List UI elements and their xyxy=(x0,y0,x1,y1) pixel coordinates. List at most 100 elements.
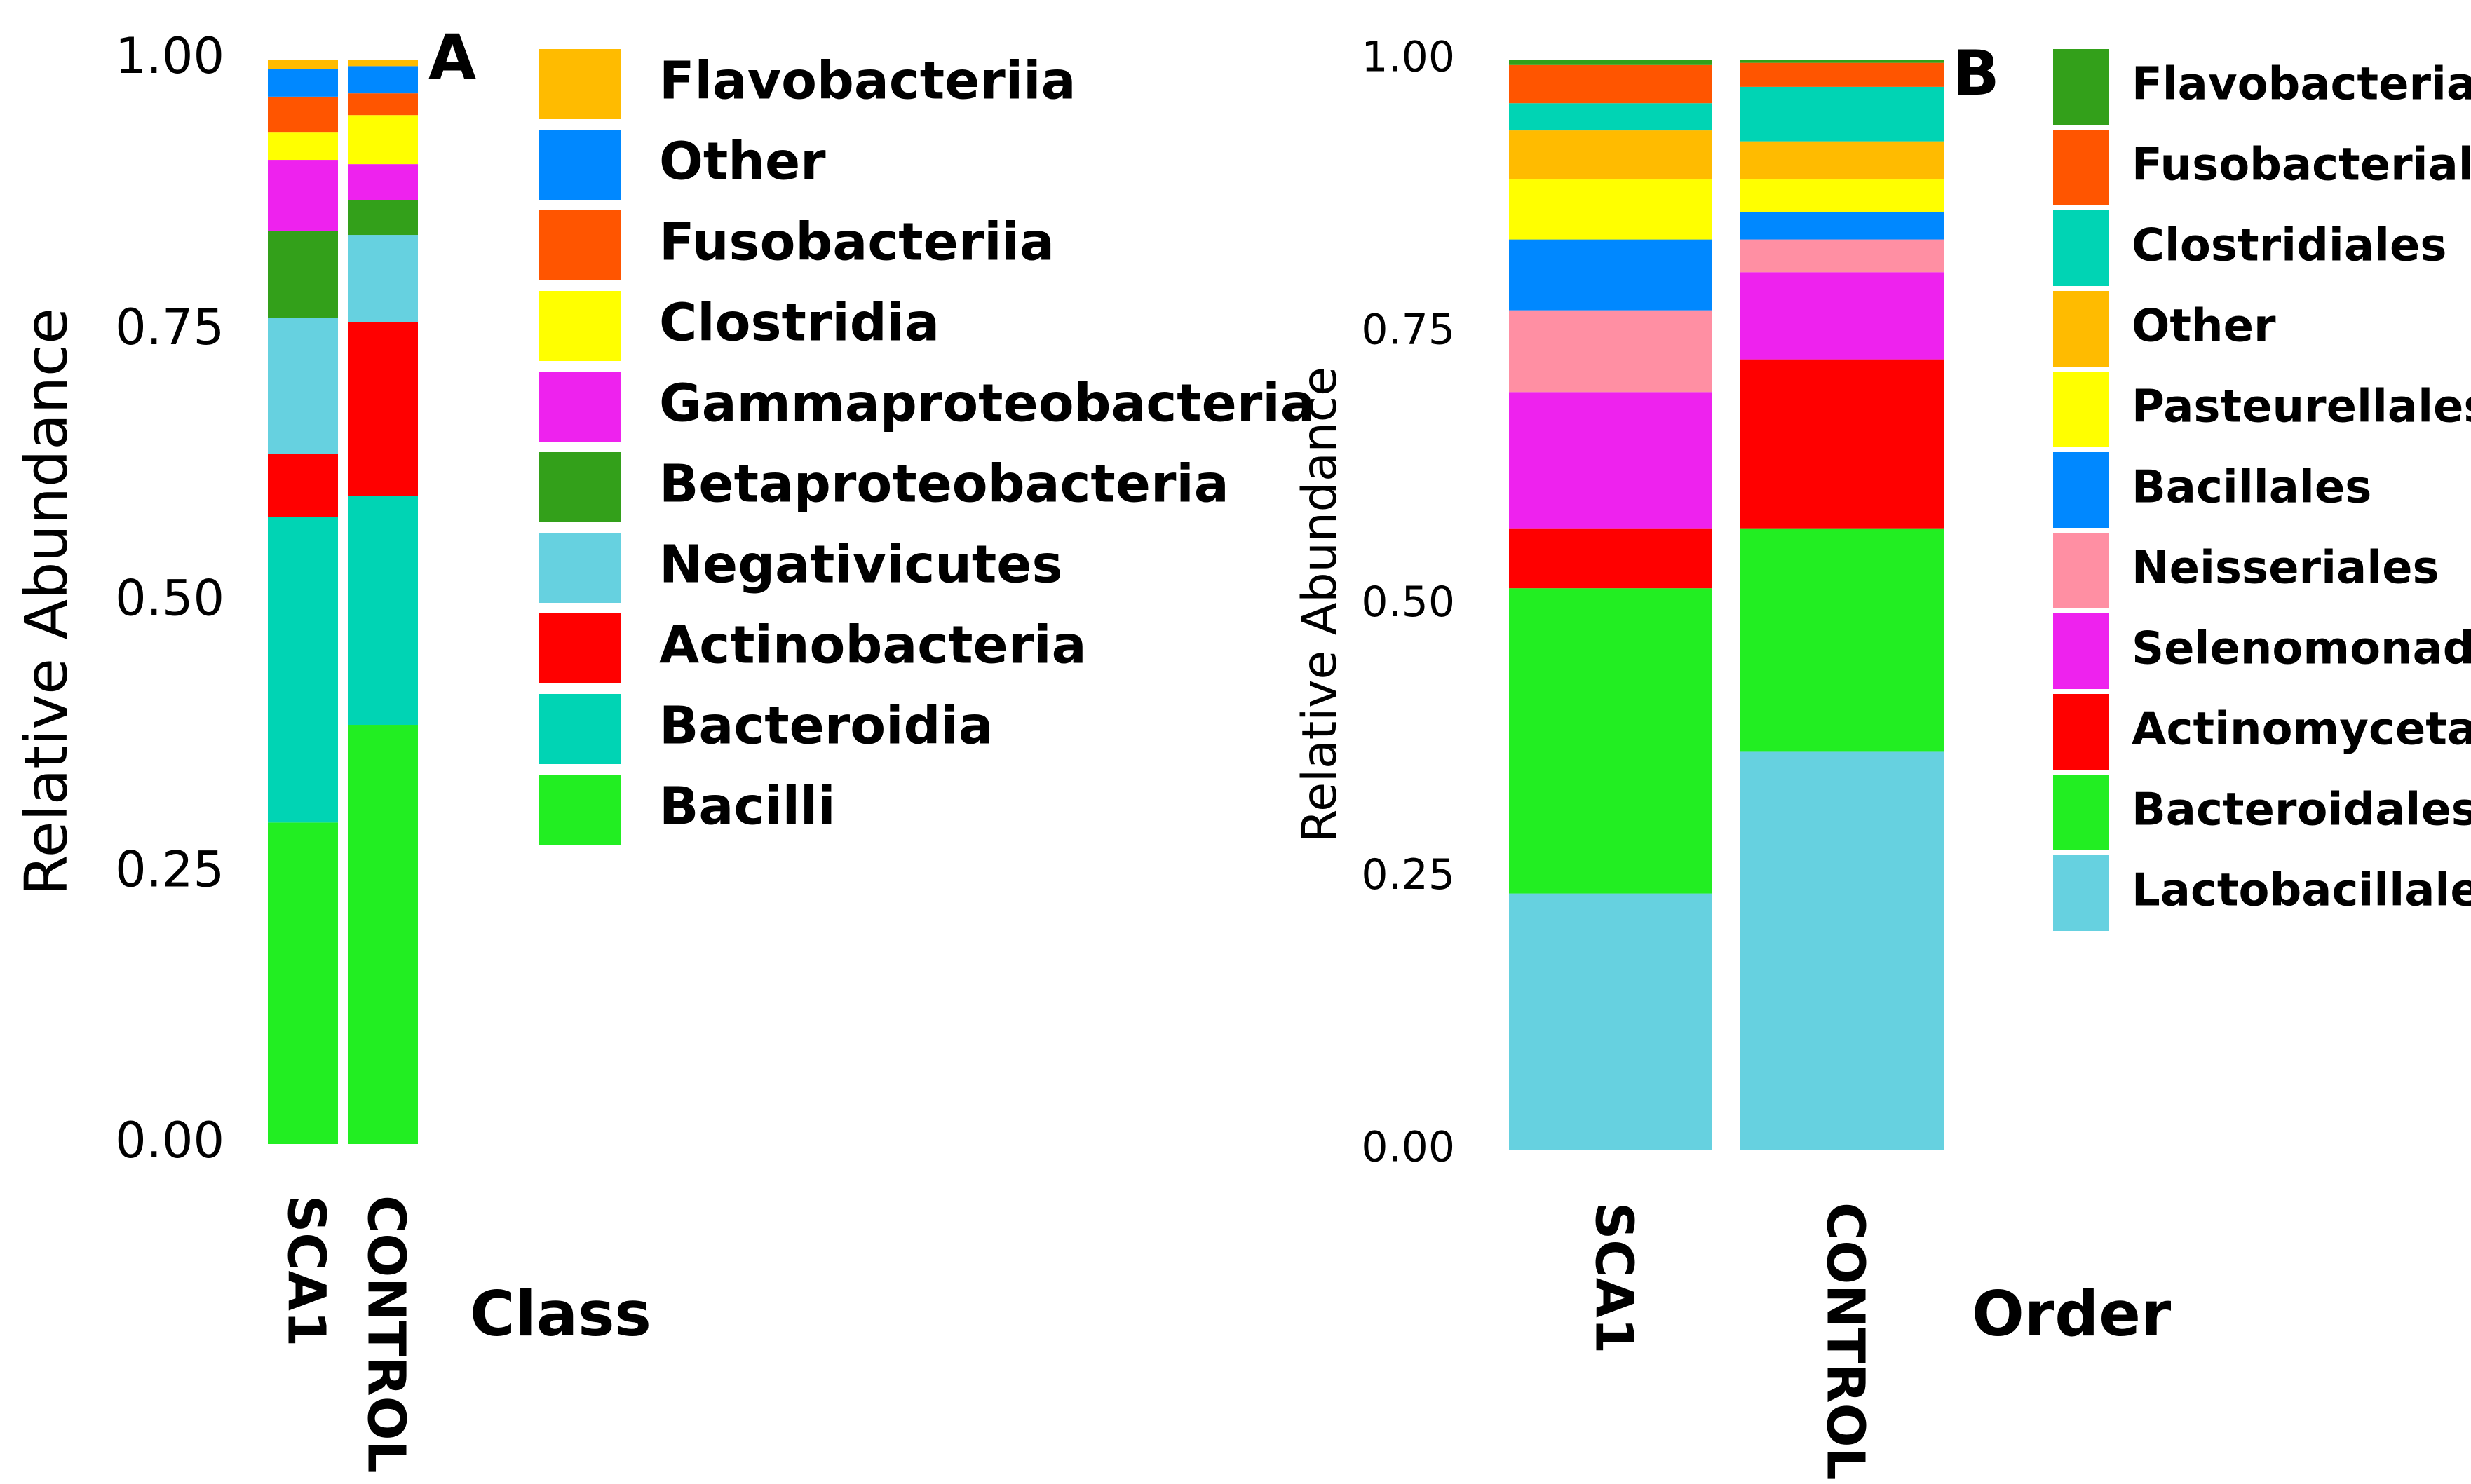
panel-a-bar-control-flavobacteriia xyxy=(348,60,418,67)
panel-a-bar-control-clostridia xyxy=(348,115,418,165)
panel-a-bar-control-actinobacteria xyxy=(348,322,418,496)
panel-a-y-axis-label: Relative Abundance xyxy=(12,308,81,896)
panel-b-legend-swatch-bacillales xyxy=(2053,452,2109,528)
panel-b-legend-label-fusobacteriales: Fusobacteriales xyxy=(2132,139,2471,191)
panel-a-bar-control-bacteroidia xyxy=(348,496,418,726)
panel-a-bar-sca1-actinobacteria xyxy=(268,454,338,518)
panel-b-bar-sca1-bacteroidales xyxy=(1509,588,1712,894)
panel-b-ytick-label: 0.50 xyxy=(1361,578,1455,627)
panel-b-legend-title: Order xyxy=(1972,1278,2172,1350)
panel-a-bar-sca1-flavobacteriia xyxy=(268,60,338,69)
panel-b-bar-control-actinomycetales xyxy=(1740,359,1944,529)
panel-b-bar-sca1-bacillales xyxy=(1509,239,1712,311)
panel-a-bar-control-bacilli xyxy=(348,725,418,1144)
panel-b-bar-control-other xyxy=(1740,141,1944,180)
panel-a-legend-label-clostridia: Clostridia xyxy=(659,293,940,353)
panel-b-legend-swatch-fusobacteriales xyxy=(2053,130,2109,205)
panel-b-legend-swatch-flavobacteriales xyxy=(2053,49,2109,125)
panel-b-bar-control-neisseriales xyxy=(1740,239,1944,273)
panel-a-legend-label-gammaproteobacteria: Gammaproteobacteria xyxy=(659,374,1315,434)
panel-b-bar-control-flavobacteriales xyxy=(1740,60,1944,63)
panel-a-bar-control-gammaproteobacteria xyxy=(348,164,418,200)
panel-b-legend-swatch-clostridiales xyxy=(2053,210,2109,286)
panel-a-bar-sca1-gammaproteobacteria xyxy=(268,160,338,231)
panel-b-bar-sca1-clostridiales xyxy=(1509,103,1712,131)
panel-b-ytick-label: 0.75 xyxy=(1361,305,1455,354)
panel-a-legend-label-negativicutes: Negativicutes xyxy=(659,535,1063,595)
panel-a-legend-swatch-bacteroidia xyxy=(539,694,621,764)
panel-a-bar-sca1-bacteroidia xyxy=(268,517,338,823)
panel-b-legend-swatch-other xyxy=(2053,291,2109,367)
panel-a-legend-label-bacilli: Bacilli xyxy=(659,777,836,837)
panel-a-bar-sca1-clostridia xyxy=(268,132,338,161)
panel-a-legend-label-betaproteobacteria: Betaproteobacteria xyxy=(659,454,1229,515)
panel-b-category-label-sca1: SCA1 xyxy=(1583,1202,1644,1354)
panel-b-y-axis-label: Relative Abundance xyxy=(1292,367,1348,843)
panel-b-legend-label-bacteroidales: Bacteroidales xyxy=(2132,784,2471,836)
panel-b-legend-label-flavobacteriales: Flavobacteriales xyxy=(2132,59,2471,111)
panel-b-legend-swatch-lactobacillales xyxy=(2053,855,2109,931)
panel-a-legend-swatch-flavobacteriia xyxy=(539,49,621,119)
panel-b-ytick-label: 0.25 xyxy=(1361,850,1455,899)
panel-a-legend-label-bacteroidia: Bacteroidia xyxy=(659,696,994,756)
panel-a-bar-sca1-bacilli xyxy=(268,822,338,1144)
panel-b-legend-swatch-pasteurellales xyxy=(2053,372,2109,447)
panel-a-category-label-sca1: SCA1 xyxy=(276,1195,336,1347)
panel-b-legend-label-bacillales: Bacillales xyxy=(2132,462,2371,514)
panel-b-legend-label-other: Other xyxy=(2132,301,2276,353)
panel-a-bar-sca1-fusobacteriia xyxy=(268,96,338,133)
panel-a-bar-sca1-betaproteobacteria xyxy=(268,231,338,318)
panel-b-bar-sca1-lactobacillales xyxy=(1509,893,1712,1150)
panel-b-bar-sca1-flavobacteriales xyxy=(1509,60,1712,65)
panel-b-ytick-label: 1.00 xyxy=(1361,33,1455,82)
panel-a-bar-control-other xyxy=(348,66,418,94)
panel-b-bar-control-bacteroidales xyxy=(1740,528,1944,752)
panel-a-bar-control-negativicutes xyxy=(348,235,418,322)
panel-b-order-chart: 0.00 0.25 0.50 0.75 1.00 Relative Abundance SC… xyxy=(1292,33,2471,1480)
panel-b-bar-sca1-other xyxy=(1509,130,1712,180)
panel-a-legend-title: Class xyxy=(470,1278,651,1350)
panel-b-legend-label-neisseriales: Neisseriales xyxy=(2132,543,2439,594)
panel-a-legend-label-actinobacteria: Actinobacteria xyxy=(659,615,1087,676)
panel-a-class-chart: 0.00 0.25 0.50 0.75 1.00 Relative Abundance SC… xyxy=(12,21,1315,1473)
panel-b-bar-sca1-actinomycetales xyxy=(1509,528,1712,589)
panel-a-legend-swatch-fusobacteriia xyxy=(539,210,621,280)
panel-b-bar-sca1-neisseriales xyxy=(1509,310,1712,393)
panel-b-legend-label-selenomonadales: Selenomonadales xyxy=(2132,623,2471,675)
panel-a-legend-swatch-gammaproteobacteria xyxy=(539,372,621,442)
panel-b-bar-sca1-fusobacteriales xyxy=(1509,64,1712,104)
panel-b-legend-label-actinomycetales: Actinomycetales xyxy=(2132,704,2471,756)
panel-a-ytick-label: 1.00 xyxy=(115,27,224,85)
panel-b-bar-control-bacillales xyxy=(1740,212,1944,240)
panel-a-legend-label-flavobacteriia: Flavobacteriia xyxy=(659,51,1076,111)
panel-b-bar-control-selenomonadales xyxy=(1740,272,1944,360)
panel-a-bar-control-fusobacteriia xyxy=(348,93,418,116)
panel-a-legend-swatch-negativicutes xyxy=(539,533,621,603)
panel-b-bar-sca1-selenomonadales xyxy=(1509,392,1712,529)
panel-b-legend-swatch-actinomycetales xyxy=(2053,694,2109,770)
panel-a-legend-swatch-actinobacteria xyxy=(539,613,621,683)
panel-b-bar-control-lactobacillales xyxy=(1740,751,1944,1150)
panel-b-bar-sca1-pasteurellales xyxy=(1509,179,1712,240)
panel-b-legend-swatch-neisseriales xyxy=(2053,533,2109,608)
panel-a-bar-sca1-negativicutes xyxy=(268,318,338,454)
panel-b-bar-control-clostridiales xyxy=(1740,86,1944,142)
panel-a-legend-swatch-betaproteobacteria xyxy=(539,452,621,522)
panel-a-ytick-label: 0.75 xyxy=(115,299,224,356)
panel-b-category-label-control: CONTROL xyxy=(1815,1202,1875,1480)
panel-a-letter: A xyxy=(428,21,476,93)
panel-b-legend-label-pasteurellales: Pasteurellales xyxy=(2132,381,2471,433)
panel-a-legend-label-fusobacteriia: Fusobacteriia xyxy=(659,212,1055,273)
panel-a-ytick-label: 0.25 xyxy=(115,840,224,898)
panel-b-legend-label-lactobacillales: Lactobacillales xyxy=(2132,865,2471,917)
panel-a-bar-sca1-other xyxy=(268,69,338,97)
panel-b-legend-swatch-selenomonadales xyxy=(2053,613,2109,689)
panel-a-legend-label-other: Other xyxy=(659,132,826,192)
panel-a-legend-swatch-bacilli xyxy=(539,775,621,845)
panel-a-bar-control-betaproteobacteria xyxy=(348,200,418,236)
panel-a-ytick-label: 0.00 xyxy=(115,1112,224,1169)
panel-b-bar-control-pasteurellales xyxy=(1740,179,1944,212)
panel-b-letter: B xyxy=(1952,37,1999,109)
panel-a-legend-swatch-clostridia xyxy=(539,291,621,361)
panel-a-category-label-control: CONTROL xyxy=(356,1195,416,1473)
